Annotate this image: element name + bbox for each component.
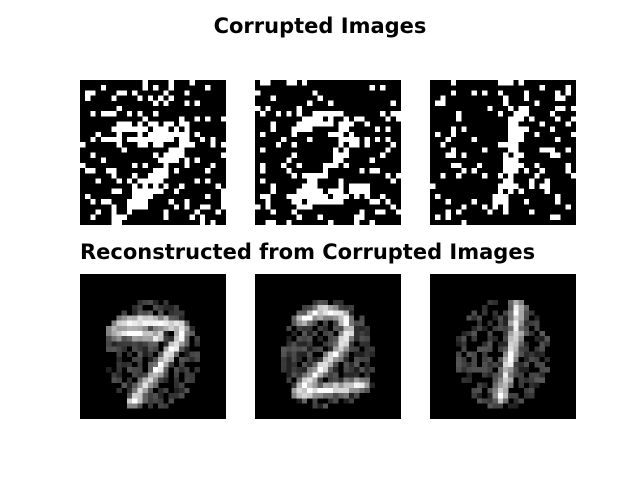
- corrupted-images-title: Corrupted Images: [213, 14, 427, 38]
- reconstructed-image-digit-1: [430, 274, 576, 419]
- reconstructed-image-digit-7: [80, 274, 226, 419]
- reconstructed-images-title: Reconstructed from Corrupted Images: [80, 240, 536, 264]
- corrupted-image-digit-2: [255, 80, 401, 225]
- reconstructed-image-digit-2: [255, 274, 401, 419]
- corrupted-image-digit-1: [430, 80, 576, 225]
- corrupted-image-digit-7: [80, 80, 226, 225]
